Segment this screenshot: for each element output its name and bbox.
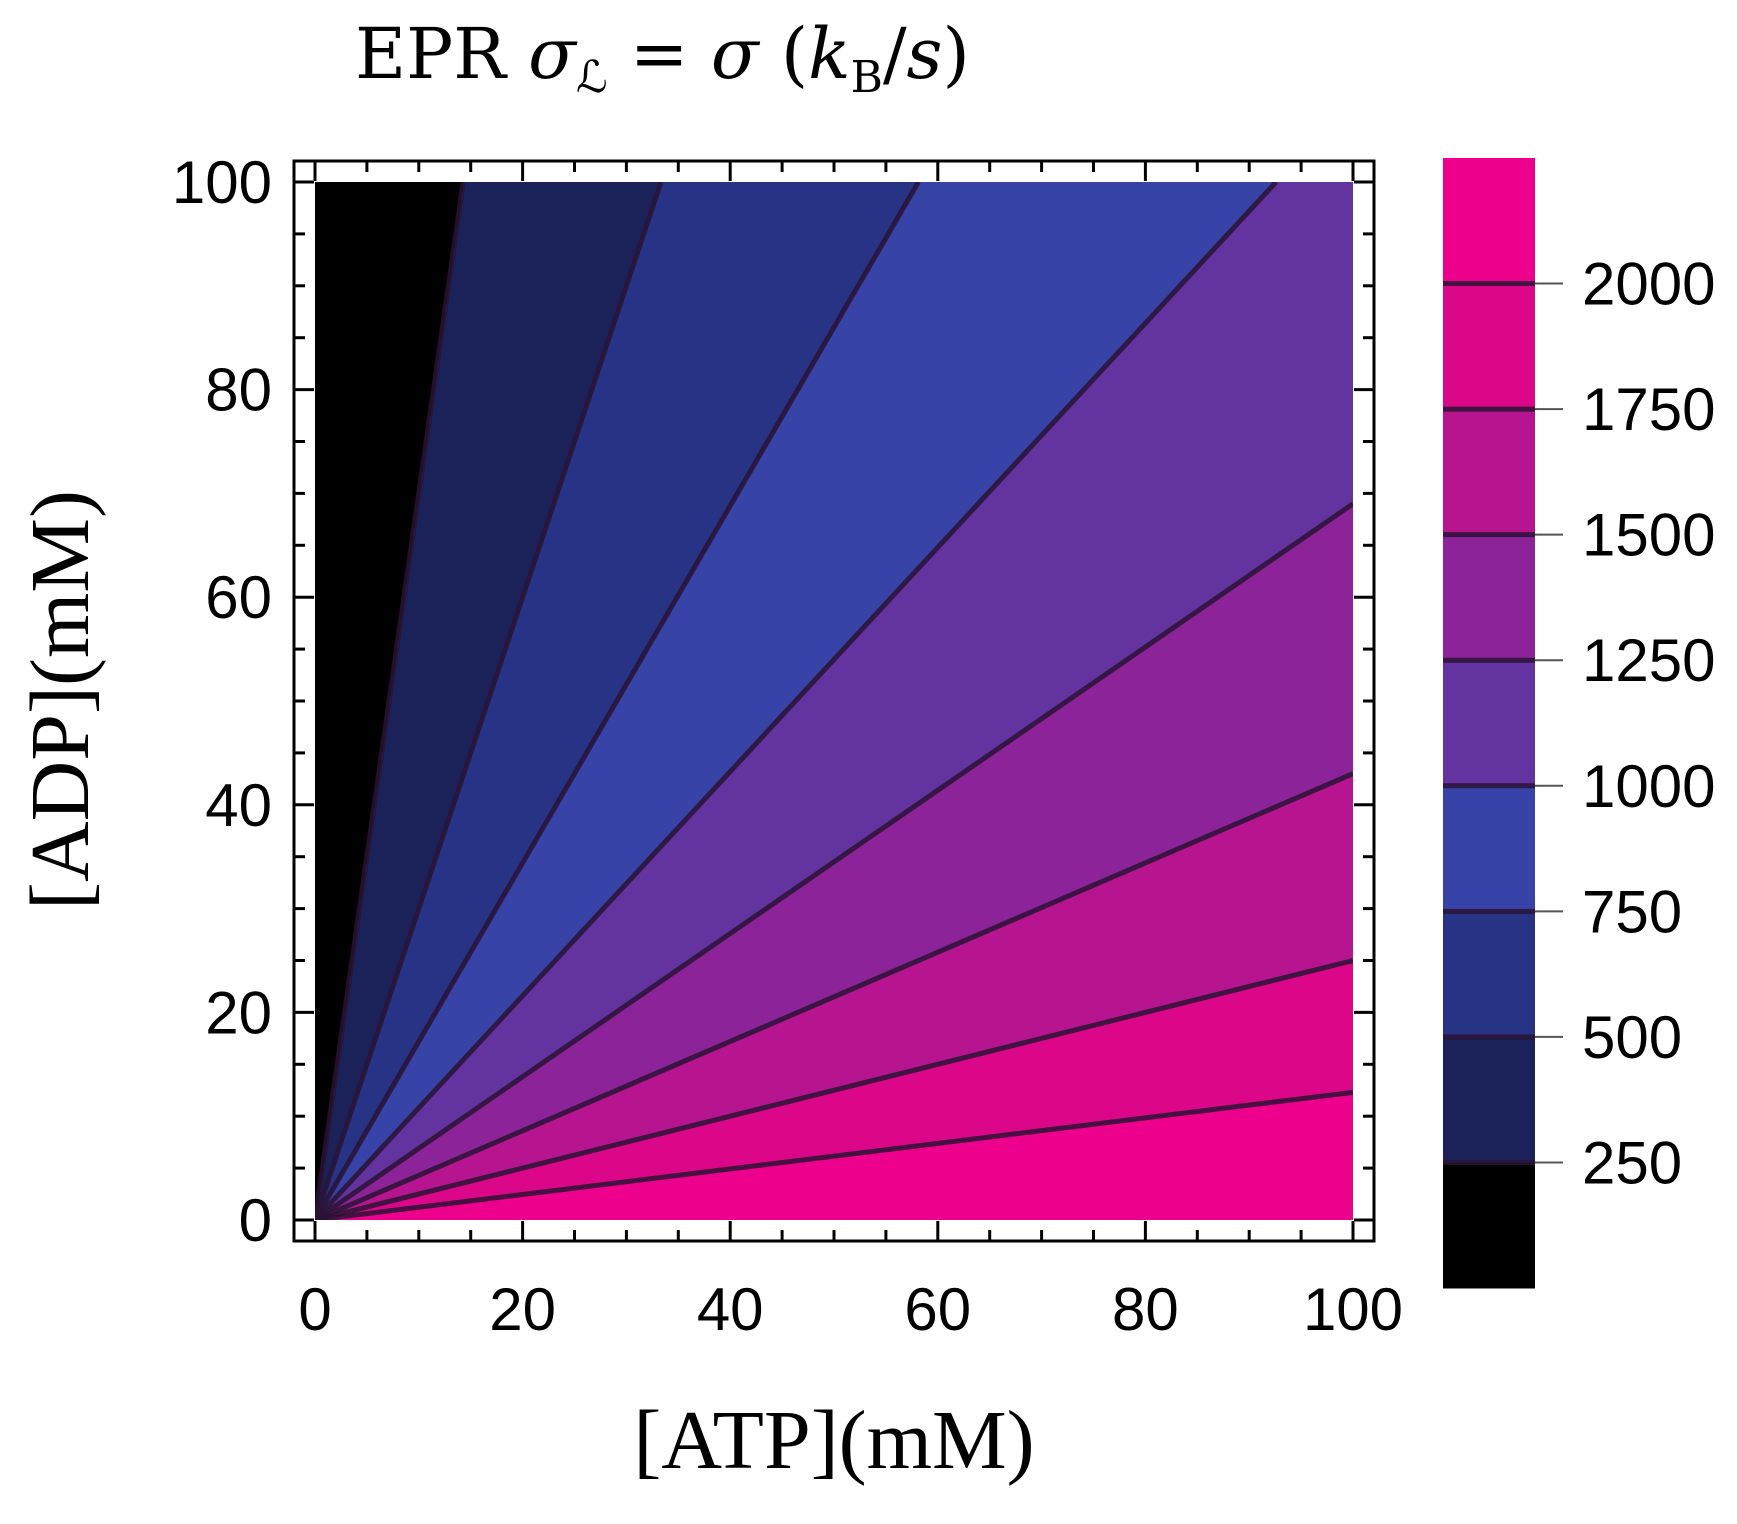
contour-line-750 — [315, 182, 921, 1220]
y-axis-title: [ADP](mM) — [14, 490, 107, 910]
x-axis-title: [ATP](mM) — [633, 1394, 1034, 1487]
colorbar-label: 1500 — [1582, 502, 1715, 569]
colorbar-label: 2000 — [1582, 251, 1715, 318]
title-sigma-subscript: ℒ — [576, 52, 608, 103]
title-k: k — [808, 13, 850, 95]
x-tick-label: 0 — [298, 1276, 331, 1343]
contour-line-1500 — [315, 771, 1353, 1220]
title-close-paren: ) — [942, 13, 969, 95]
axis-ticks — [294, 161, 1374, 1241]
y-tick-label: 40 — [205, 772, 272, 839]
colorbar-segment — [1443, 1036, 1535, 1163]
title-open-paren: ( — [759, 13, 809, 95]
colorbar — [1443, 158, 1563, 1289]
colorbar-label: 1000 — [1582, 753, 1715, 820]
x-tick-label: 80 — [1112, 1276, 1179, 1343]
x-tick-labels: 0 20 40 60 80 100 — [298, 1276, 1403, 1343]
colorbar-label: 500 — [1582, 1004, 1682, 1071]
x-tick-label: 100 — [1303, 1276, 1403, 1343]
colorbar-segment — [1443, 158, 1535, 285]
colorbar-labels: 250 500 750 1000 1250 1500 1750 2000 — [1582, 251, 1715, 1197]
title-k-subscript: B — [851, 52, 883, 103]
contour-line-1750 — [315, 958, 1353, 1220]
colorbar-segment — [1443, 283, 1535, 410]
colorbar-segment — [1443, 785, 1535, 912]
title-slash: / — [883, 13, 907, 95]
colorbar-segment — [1443, 660, 1535, 787]
colorbar-label: 1750 — [1582, 376, 1715, 443]
y-tick-label: 80 — [205, 357, 272, 424]
title-equals: = — [608, 13, 711, 95]
contour-line-1250 — [315, 501, 1353, 1220]
colorbar-segment — [1443, 911, 1535, 1038]
title-sigma-2: σ — [711, 13, 761, 95]
y-tick-labels: 0 20 40 60 80 100 — [172, 149, 272, 1254]
y-tick-label: 0 — [239, 1187, 272, 1254]
colorbar-segment — [1443, 534, 1535, 661]
y-tick-label: 20 — [205, 979, 272, 1046]
x-tick-label: 60 — [904, 1276, 971, 1343]
colorbar-segment — [1443, 409, 1535, 536]
x-tick-label: 20 — [489, 1276, 556, 1343]
colorbar-segment — [1443, 1162, 1535, 1289]
contour-line-500 — [315, 182, 664, 1220]
contour-line-250 — [315, 182, 466, 1220]
chart-title: EPR σℒ = σ (kB/s) — [355, 13, 970, 103]
colorbar-label: 250 — [1582, 1129, 1682, 1196]
colorbar-label: 750 — [1582, 878, 1682, 945]
title-sigma: σ — [528, 13, 578, 95]
y-tick-label: 100 — [172, 149, 272, 216]
contour-line-2000 — [315, 1089, 1353, 1220]
contour-bands — [315, 182, 1353, 1220]
x-tick-label: 40 — [697, 1276, 764, 1343]
contour-line-1000 — [315, 182, 1278, 1220]
contour-lines — [315, 182, 1353, 1220]
y-tick-label: 60 — [205, 564, 272, 631]
title-s: s — [907, 13, 943, 95]
colorbar-label: 1250 — [1582, 627, 1715, 694]
title-prefix: EPR — [355, 13, 528, 95]
